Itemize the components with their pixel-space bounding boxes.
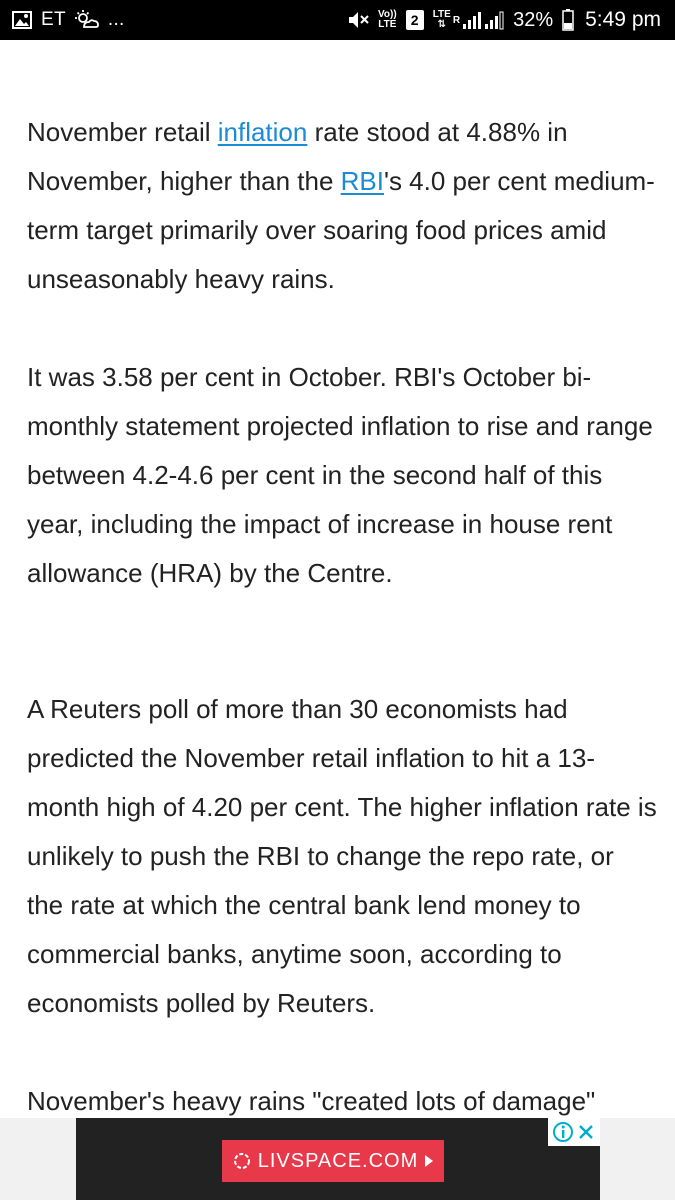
paragraph-1-text-b: rate stood at 4.88% in November, higher … bbox=[27, 117, 568, 196]
volte-indicator: Vo)) LTE bbox=[378, 10, 397, 30]
livspace-logo-icon bbox=[232, 1151, 252, 1171]
lte-indicator: LTE ⇅ bbox=[433, 10, 451, 30]
volte-line2: LTE bbox=[378, 19, 397, 30]
sim-slot-badge: 2 bbox=[405, 10, 424, 30]
data-arrows-icon: ⇅ bbox=[437, 19, 446, 30]
volte-line1: Vo)) bbox=[377, 9, 397, 20]
signal-group: LTE ⇅ R bbox=[433, 10, 504, 30]
article-paragraph-1: November retail inflation rate stood at … bbox=[27, 108, 657, 304]
adchoices-info-icon[interactable] bbox=[552, 1121, 574, 1143]
battery-percent: 32% bbox=[513, 8, 554, 31]
ad-cta-label: LIVSPACE.COM bbox=[257, 1149, 419, 1172]
paragraph-1-text-c: 's 4.0 per cent medium-term target prima… bbox=[27, 166, 655, 294]
ad-cta-button[interactable]: LIVSPACE.COM bbox=[222, 1140, 444, 1182]
weather-icon bbox=[74, 10, 99, 30]
signal-icon bbox=[462, 10, 482, 30]
ad-area: LIVSPACE.COM bbox=[0, 1118, 675, 1200]
signal-icon-sim2 bbox=[484, 10, 504, 30]
status-bar: ET ... Vo)) LTE 2 bbox=[0, 0, 675, 40]
status-app-label: ET bbox=[41, 9, 66, 30]
inflation-link[interactable]: inflation bbox=[217, 117, 308, 147]
article-body: November retail inflation rate stood at … bbox=[27, 108, 657, 1126]
status-clock: 5:49 pm bbox=[585, 8, 661, 31]
ad-controls bbox=[548, 1118, 600, 1146]
article-paragraph-2: It was 3.58 per cent in October. RBI's O… bbox=[27, 362, 653, 588]
article-paragraph-3: A Reuters poll of more than 30 economist… bbox=[27, 694, 657, 1018]
ad-banner[interactable]: LIVSPACE.COM bbox=[76, 1118, 600, 1200]
play-arrow-icon bbox=[424, 1154, 434, 1168]
more-notifications-indicator: ... bbox=[107, 9, 125, 30]
roaming-label: R bbox=[452, 15, 461, 26]
lte-label: LTE bbox=[432, 9, 451, 20]
battery-icon bbox=[562, 9, 574, 31]
image-icon bbox=[12, 11, 32, 29]
status-bar-left: ET ... bbox=[12, 0, 125, 40]
rbi-link[interactable]: RBI bbox=[340, 166, 384, 196]
paragraph-1-text-a: November retail bbox=[27, 117, 218, 147]
close-icon[interactable] bbox=[576, 1122, 596, 1142]
article-paragraph-4: November's heavy rains "created lots of … bbox=[27, 1086, 596, 1116]
status-bar-right: Vo)) LTE 2 LTE ⇅ R bbox=[347, 0, 661, 40]
mute-icon bbox=[347, 10, 369, 30]
